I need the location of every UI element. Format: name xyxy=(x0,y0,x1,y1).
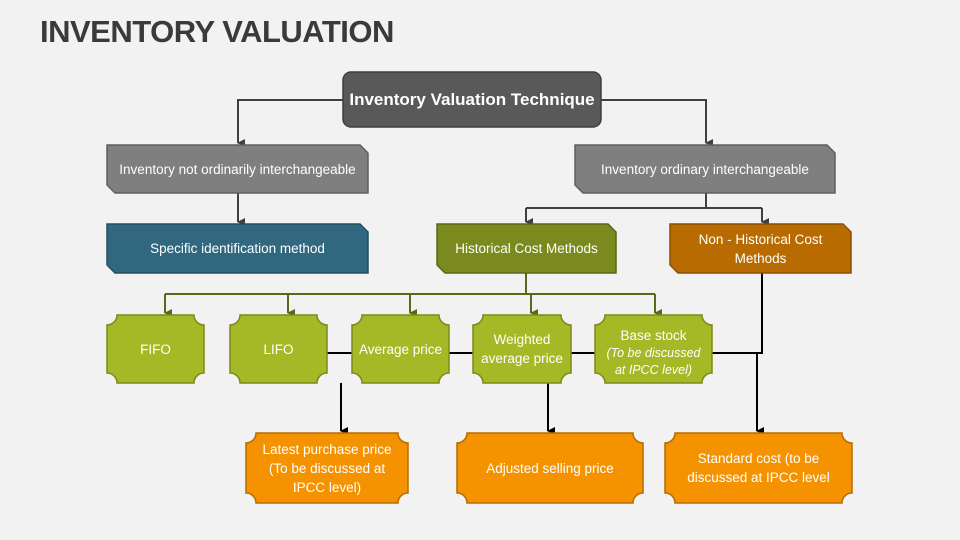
root-node-shape xyxy=(342,71,602,128)
non-historical-cost-node-label: Non - Historical Cost Methods xyxy=(698,231,823,266)
specific-identification-node: Specific identification method xyxy=(113,224,362,273)
latest-purchase-node-label: Latest purchase price (To be discussed a… xyxy=(262,441,392,495)
base-stock-node: Base stock (To be discussed at IPCC level… xyxy=(601,315,706,383)
interchangeable-node-label: Inventory ordinary interchangeable xyxy=(601,161,809,177)
average-price-node-shape xyxy=(351,314,450,384)
non-historical-cost-node-shape xyxy=(669,223,852,274)
interchangeable-node: Inventory ordinary interchangeable xyxy=(581,145,829,193)
adjusted-selling-node: Adjusted selling price xyxy=(463,433,637,503)
base-stock-node-label: Base stock (To be discussed at IPCC level… xyxy=(601,326,706,379)
non-historical-cost-node: Non - Historical Cost Methods xyxy=(676,224,845,273)
connector xyxy=(601,99,713,147)
standard-cost-node: Standard cost (to be discussed at IPCC l… xyxy=(671,433,846,503)
fifo-node-label: FIFO xyxy=(140,341,171,357)
page-title: INVENTORY VALUATION xyxy=(40,14,394,49)
specific-identification-node-label: Specific identification method xyxy=(150,241,325,256)
not-interchangeable-node: Inventory not ordinarily interchangeable xyxy=(113,145,362,193)
latest-purchase-node-shape xyxy=(245,432,409,504)
fifo-node-shape xyxy=(106,314,205,384)
specific-identification-node-shape xyxy=(106,223,369,274)
lifo-node-label: LIFO xyxy=(263,341,294,357)
historical-cost-node-shape xyxy=(436,223,617,274)
weighted-average-node-shape xyxy=(472,314,572,384)
adjusted-selling-node-shape xyxy=(456,432,644,504)
standard-cost-node-label: Standard cost (to be discussed at IPCC l… xyxy=(687,451,830,485)
connector xyxy=(327,273,763,354)
connector xyxy=(237,99,343,147)
weighted-average-node-label: Weighted average price xyxy=(481,332,563,366)
adjusted-selling-node-label: Adjusted selling price xyxy=(486,460,614,476)
interchangeable-node-shape xyxy=(574,144,836,194)
root-node-label: Inventory Valuation Technique xyxy=(349,89,595,109)
fifo-node: FIFO xyxy=(113,315,198,383)
average-price-node-label: Average price xyxy=(358,341,443,357)
base-stock-note: (To be discussed at IPCC level) xyxy=(606,346,701,377)
standard-cost-node-shape xyxy=(664,432,853,504)
not-interchangeable-node-shape xyxy=(106,144,369,194)
latest-purchase-node: Latest purchase price (To be discussed a… xyxy=(252,433,402,503)
weighted-average-node: Weighted average price xyxy=(479,315,565,383)
root-node: Inventory Valuation Technique xyxy=(349,72,595,127)
lifo-node-shape xyxy=(229,314,328,384)
historical-cost-node: Historical Cost Methods xyxy=(443,224,610,273)
lifo-node: LIFO xyxy=(236,315,321,383)
base-stock-node-shape xyxy=(594,314,713,384)
historical-cost-node-label: Historical Cost Methods xyxy=(455,241,598,256)
average-price-node: Average price xyxy=(358,315,443,383)
not-interchangeable-node-label: Inventory not ordinarily interchangeable xyxy=(119,161,356,177)
